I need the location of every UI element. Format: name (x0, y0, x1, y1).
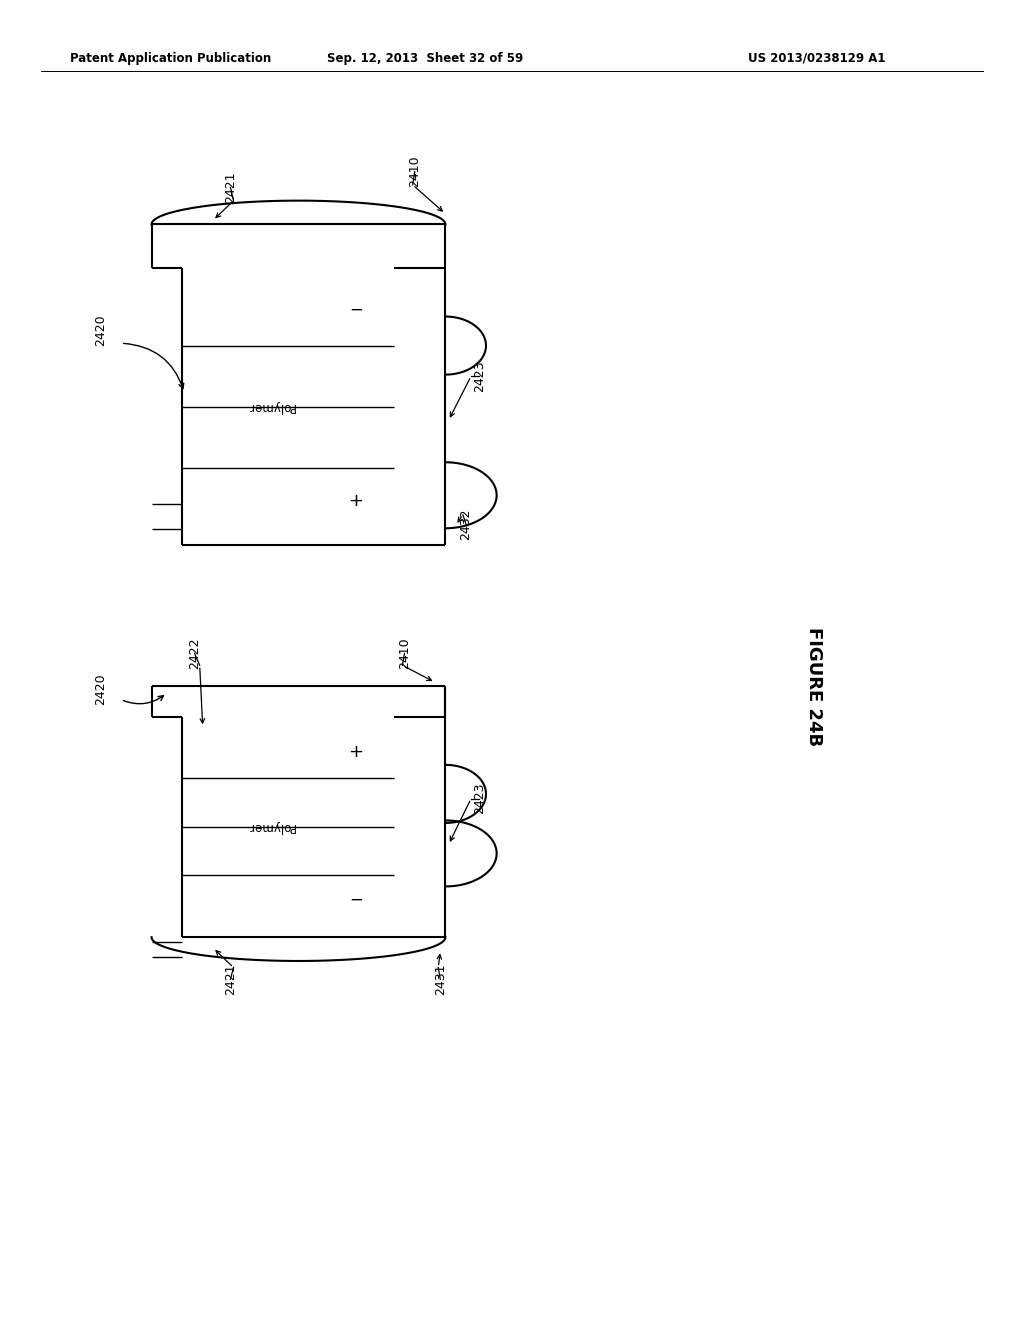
Text: 2432: 2432 (460, 508, 472, 540)
Text: −: − (349, 891, 364, 908)
Text: 2420: 2420 (94, 314, 106, 346)
Text: US 2013/0238129 A1: US 2013/0238129 A1 (748, 51, 885, 65)
Text: 2421: 2421 (224, 964, 237, 995)
Text: 2431: 2431 (434, 964, 446, 995)
Text: 2410: 2410 (409, 156, 421, 187)
Text: Patent Application Publication: Patent Application Publication (70, 51, 271, 65)
Text: +: + (348, 743, 364, 762)
Text: 2423: 2423 (473, 783, 485, 814)
Text: Polymer: Polymer (248, 400, 295, 413)
Text: Polymer: Polymer (248, 821, 295, 833)
Text: +: + (348, 492, 364, 510)
Text: Sep. 12, 2013  Sheet 32 of 59: Sep. 12, 2013 Sheet 32 of 59 (327, 51, 523, 65)
Text: 2420: 2420 (94, 673, 106, 705)
Text: 2410: 2410 (398, 638, 411, 669)
Text: 2422: 2422 (188, 638, 201, 669)
Text: −: − (349, 301, 364, 318)
Text: 2421: 2421 (224, 172, 237, 203)
Text: 2423: 2423 (473, 360, 485, 392)
Text: FIGURE 24B: FIGURE 24B (805, 627, 823, 746)
